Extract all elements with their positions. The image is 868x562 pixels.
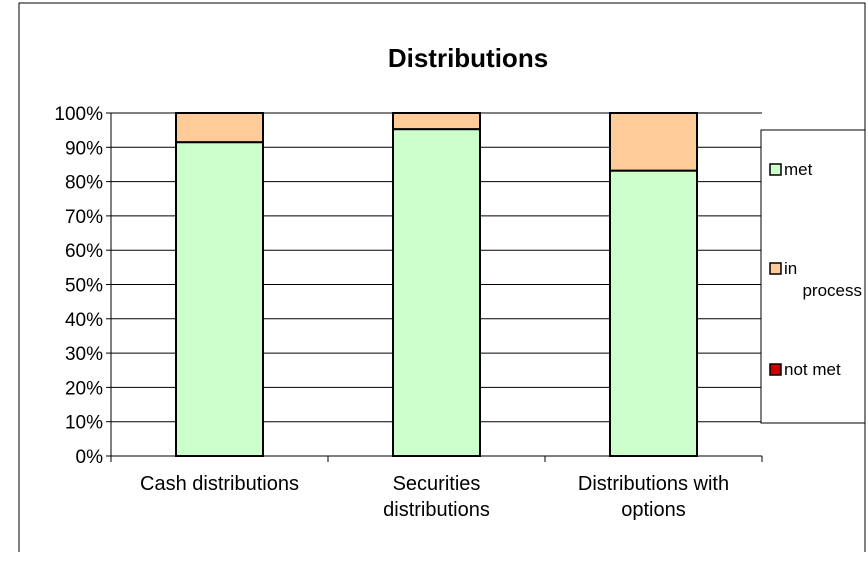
y-tick-label: 10% bbox=[65, 413, 103, 434]
legend-label: not met bbox=[784, 360, 841, 379]
legend-label: inprocess bbox=[784, 259, 862, 300]
chart-title: Distributions bbox=[388, 43, 548, 73]
x-tick-label: Cash distributions bbox=[140, 473, 299, 495]
y-tick-label: 30% bbox=[65, 344, 103, 365]
bar-segment-met bbox=[392, 128, 481, 457]
legend-swatch-met bbox=[769, 163, 782, 176]
y-tick-label: 20% bbox=[65, 378, 103, 399]
x-axis-ticks: Cash distributions Securities distribution… bbox=[110, 456, 763, 521]
y-tick-label: 0% bbox=[76, 447, 104, 468]
bar-segment-in-process bbox=[609, 112, 698, 172]
x-tick-label: Securities distributions bbox=[383, 473, 490, 521]
legend-label: met bbox=[784, 160, 813, 179]
y-tick-label: 100% bbox=[54, 104, 103, 125]
y-tick-label: 80% bbox=[65, 173, 103, 194]
y-tick-label: 60% bbox=[65, 241, 103, 262]
bar-segment-in-process bbox=[392, 112, 481, 131]
y-tick-label: 70% bbox=[65, 207, 103, 228]
legend: met inprocess not met bbox=[760, 129, 866, 424]
x-tick-label: Distributions with options bbox=[578, 473, 729, 521]
bar-segment-met bbox=[175, 141, 264, 457]
y-tick-label: 40% bbox=[65, 310, 103, 331]
bar-segment-in-process bbox=[175, 112, 264, 144]
bar-segment-met bbox=[609, 169, 698, 457]
y-tick-label: 90% bbox=[65, 138, 103, 159]
legend-swatch-not-met bbox=[769, 363, 782, 376]
legend-swatch-in-process bbox=[769, 262, 782, 275]
y-axis-ticks: 0% 10% 20% 30% 40% 50% 60% 70% 80% 90% 100% bbox=[54, 104, 111, 468]
bars bbox=[175, 112, 698, 457]
y-tick-label: 50% bbox=[65, 276, 103, 297]
